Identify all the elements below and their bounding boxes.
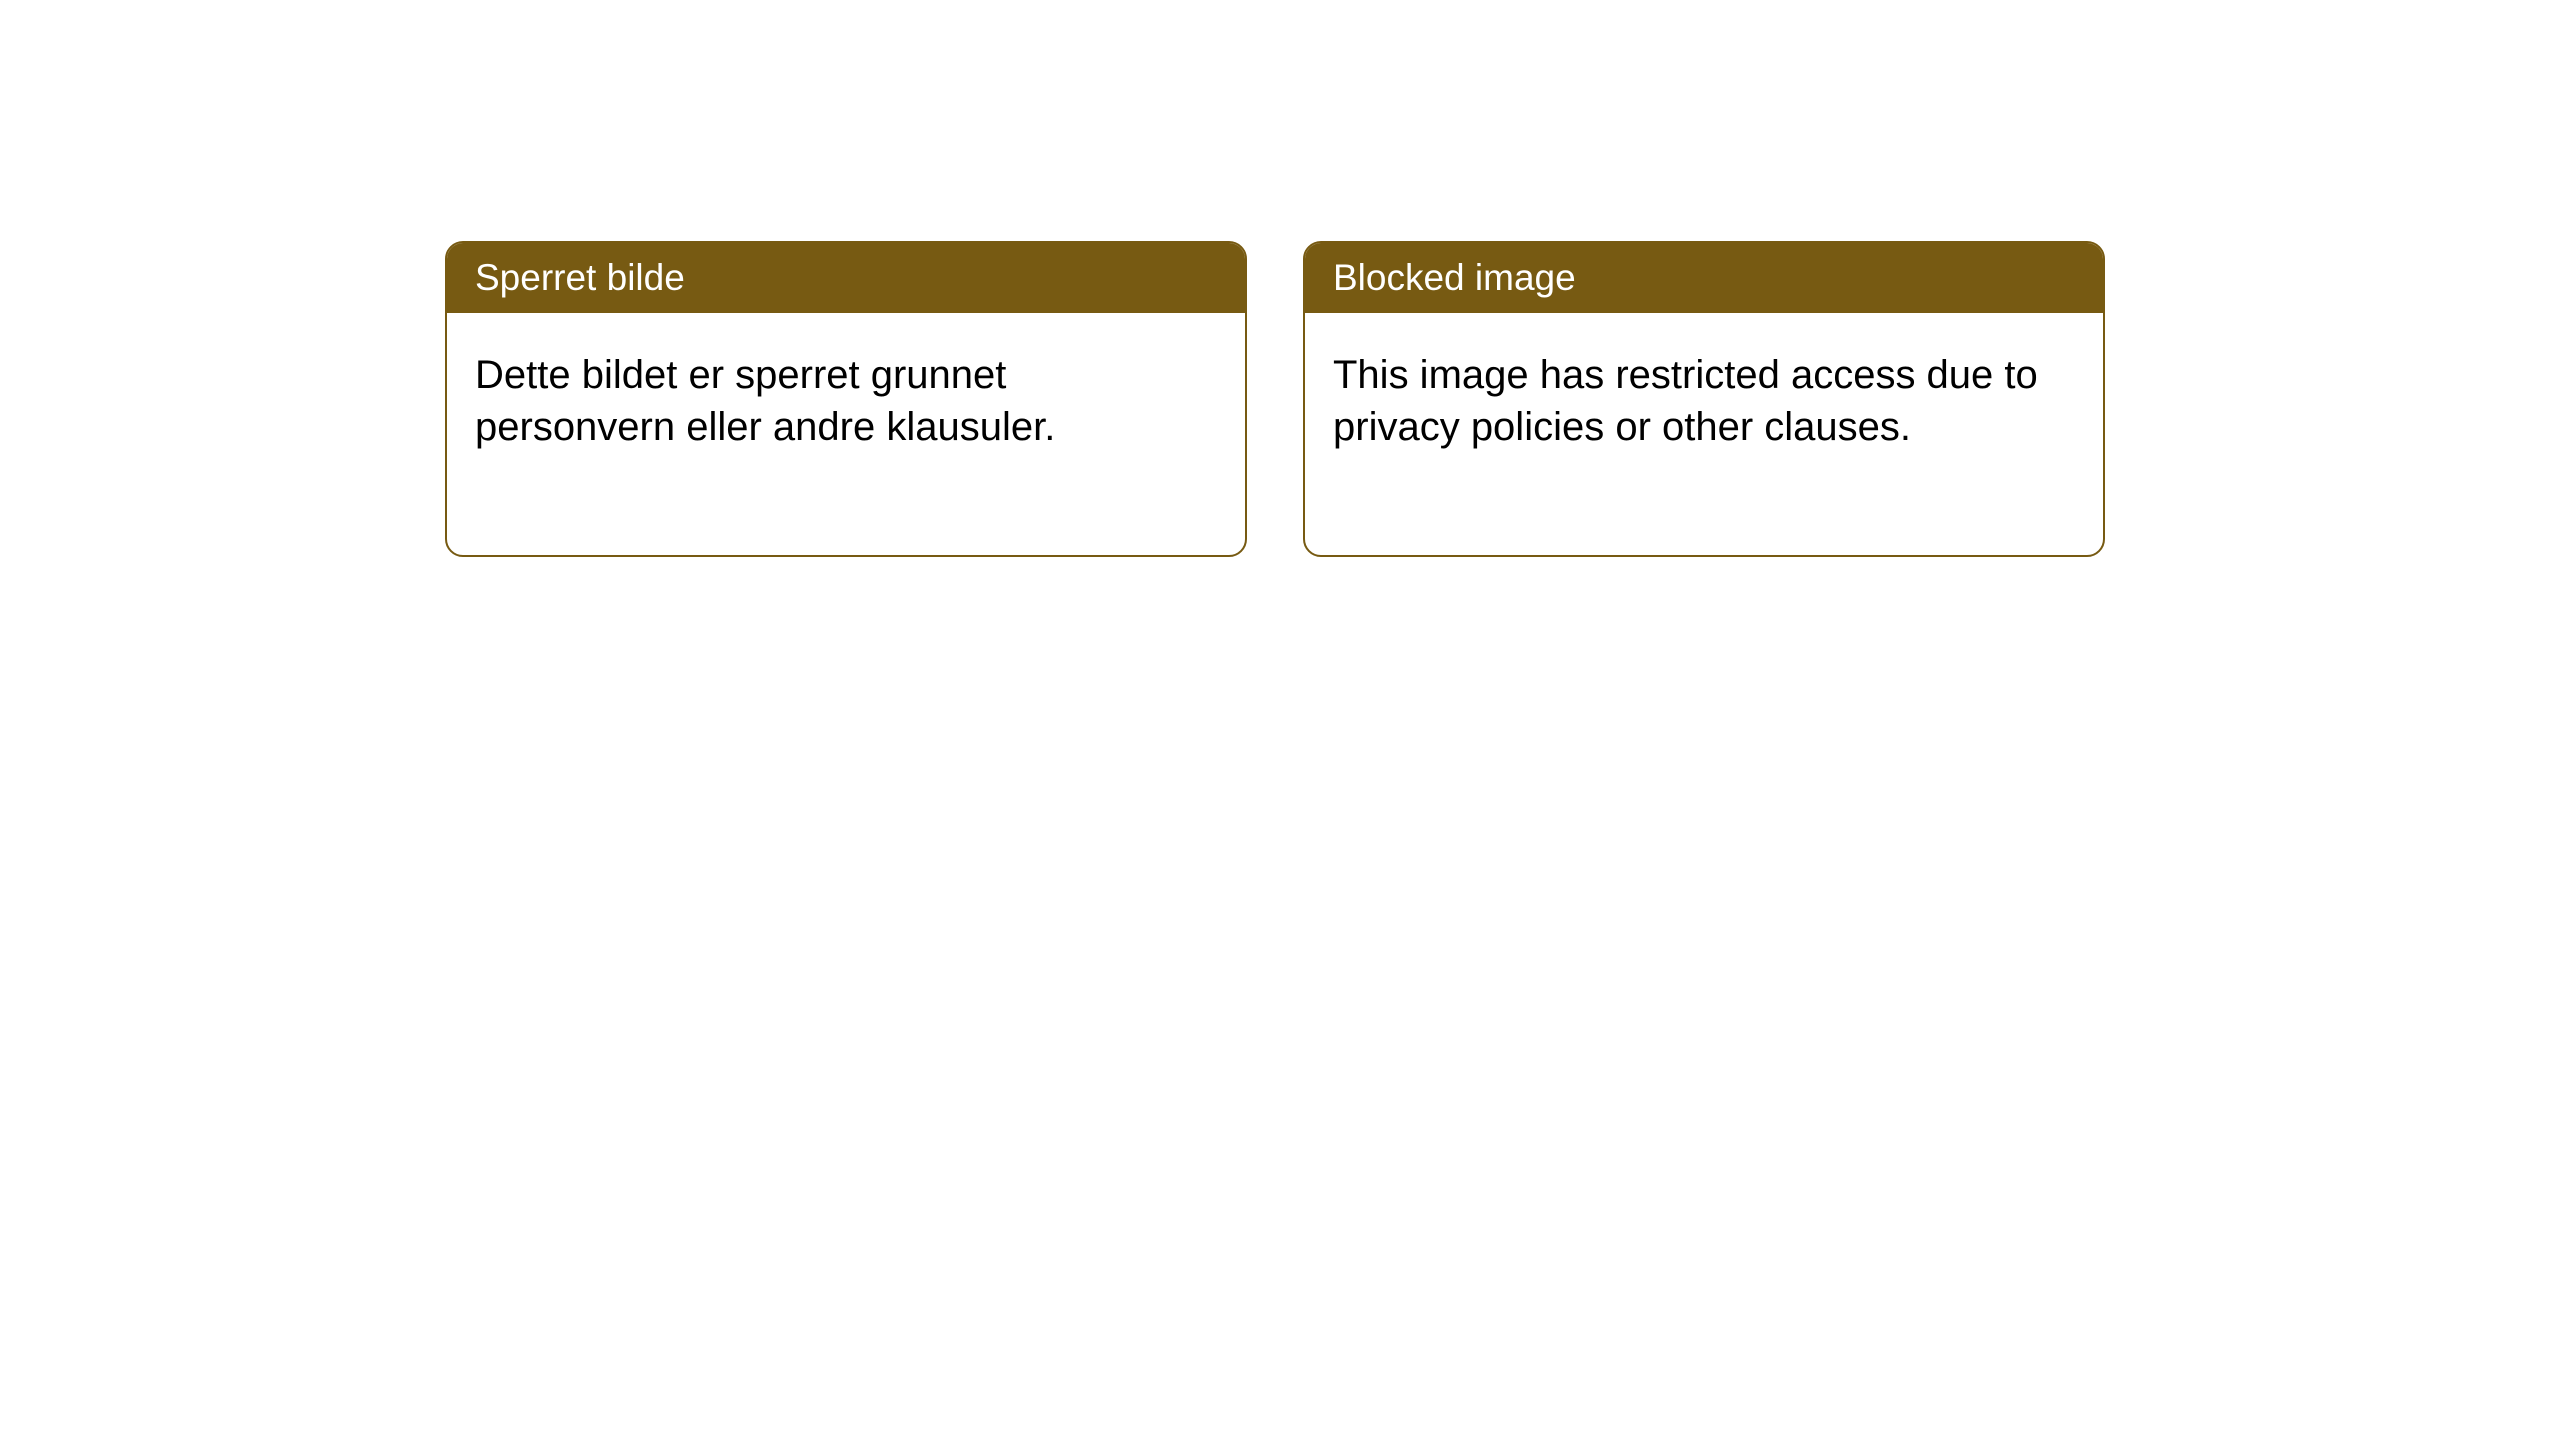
notice-card-header: Blocked image — [1305, 243, 2103, 313]
notice-card-body: Dette bildet er sperret grunnet personve… — [447, 313, 1245, 555]
notice-card-no: Sperret bilde Dette bildet er sperret gr… — [445, 241, 1247, 557]
notice-card-header: Sperret bilde — [447, 243, 1245, 313]
notice-card-en: Blocked image This image has restricted … — [1303, 241, 2105, 557]
notice-card-row: Sperret bilde Dette bildet er sperret gr… — [445, 241, 2105, 557]
notice-card-title: Blocked image — [1333, 257, 1576, 298]
notice-card-text: Dette bildet er sperret grunnet personve… — [475, 353, 1055, 449]
notice-card-body: This image has restricted access due to … — [1305, 313, 2103, 555]
notice-card-text: This image has restricted access due to … — [1333, 353, 2038, 449]
notice-card-title: Sperret bilde — [475, 257, 685, 298]
